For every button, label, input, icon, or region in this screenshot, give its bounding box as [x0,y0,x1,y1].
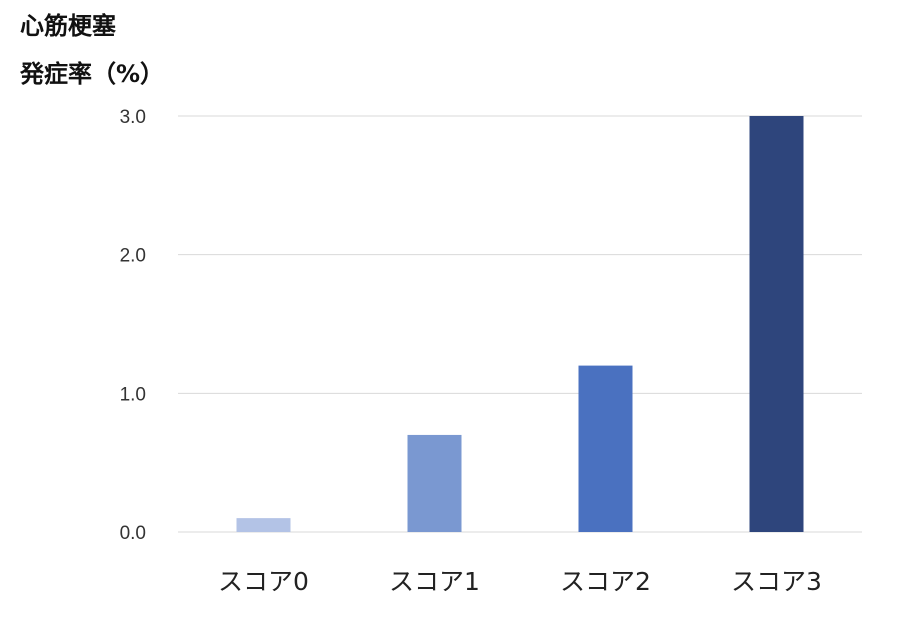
x-tick-label: スコア3 [731,567,822,596]
x-tick-label: スコア0 [218,567,309,596]
bar [407,434,462,532]
bar [578,365,633,532]
y-axis-title-line1: 心筋梗塞 [20,12,116,40]
y-tick-label: 0.0 [120,523,146,544]
bar [749,116,804,532]
bar [236,518,291,532]
y-tick-label: 3.0 [120,107,146,128]
y-axis-title-line2: 発症率（%） [20,60,165,88]
x-tick-label: スコア2 [560,567,651,596]
y-tick-label: 2.0 [120,246,146,267]
y-tick-label: 1.0 [120,384,146,405]
x-tick-label: スコア1 [389,567,480,596]
